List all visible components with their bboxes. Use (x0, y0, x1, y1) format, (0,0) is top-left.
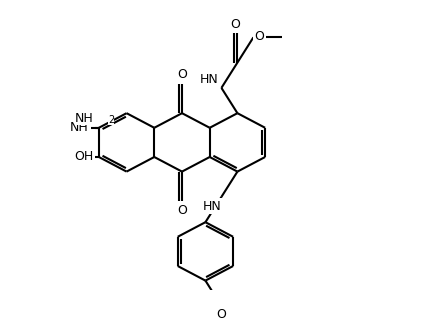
Text: NH: NH (75, 112, 94, 125)
Text: O: O (231, 17, 240, 31)
Text: O: O (177, 204, 187, 217)
Text: O: O (177, 68, 187, 81)
Text: O: O (254, 30, 264, 43)
Text: HN: HN (200, 73, 218, 86)
Text: O: O (217, 308, 226, 318)
Text: 2: 2 (108, 115, 114, 125)
Text: OH: OH (75, 150, 94, 163)
Text: NH: NH (70, 121, 89, 134)
Text: HN: HN (203, 200, 221, 213)
